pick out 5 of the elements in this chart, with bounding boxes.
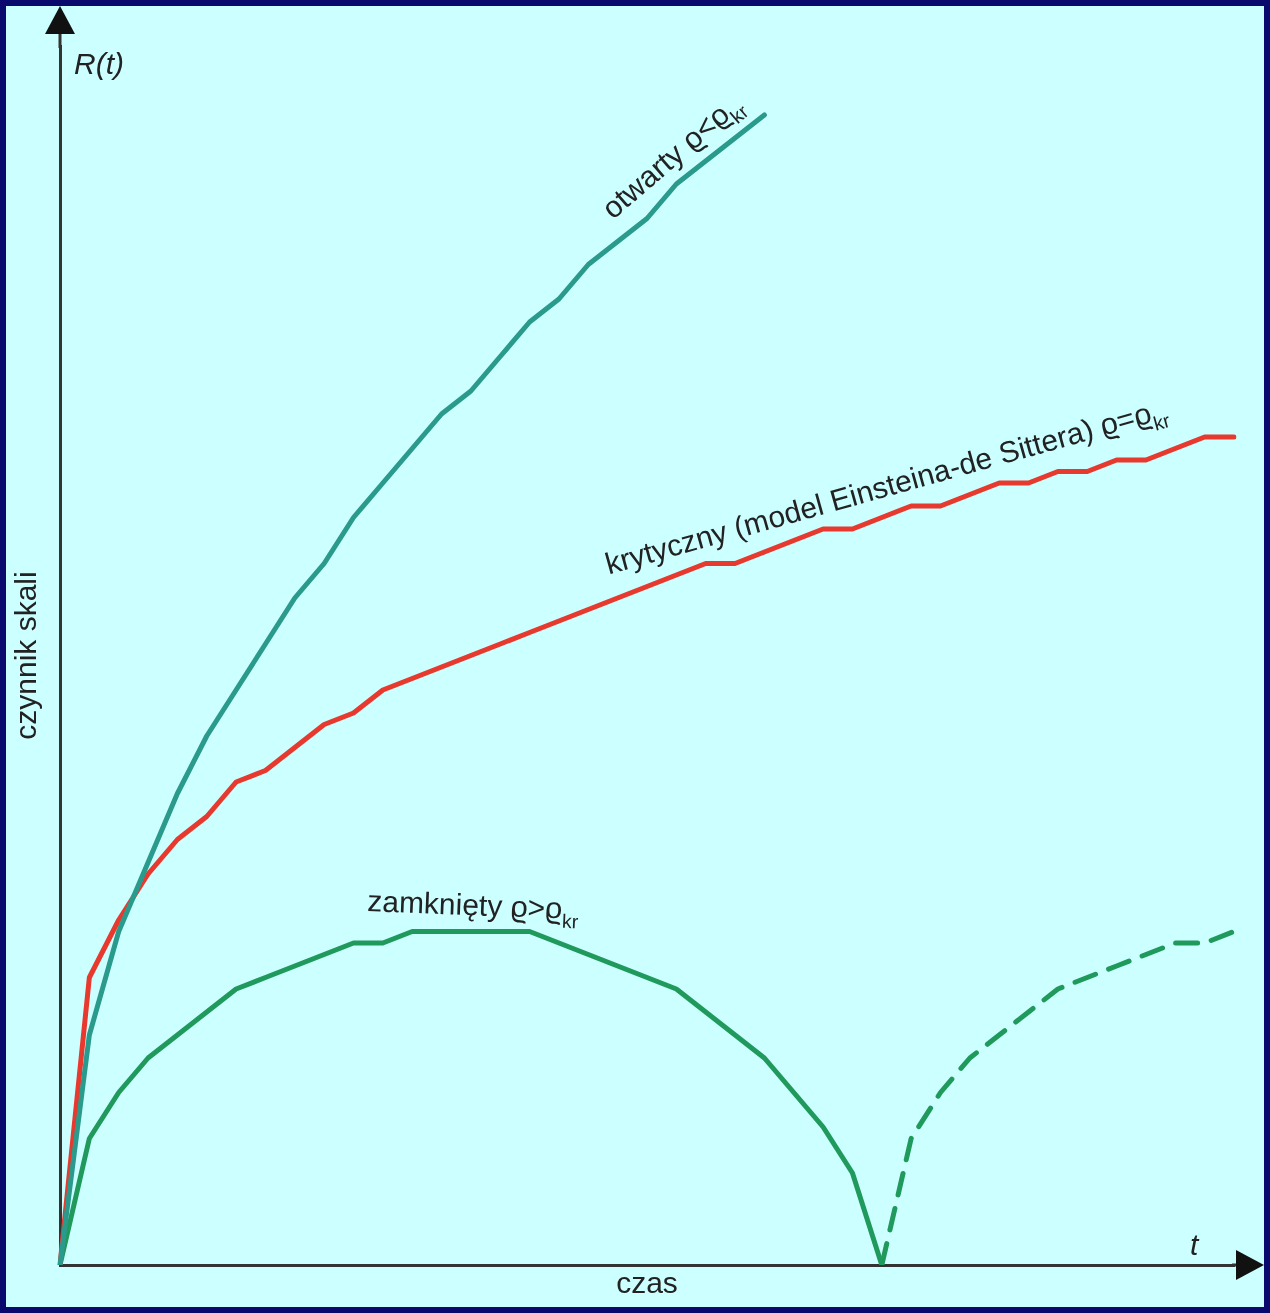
text: R(t): [74, 47, 124, 80]
annotation: t: [1190, 1228, 1200, 1261]
series-label: zamknięty ϱ>ϱkr: [366, 884, 580, 933]
y-axis-title: czynnik skali: [9, 571, 43, 740]
x-axis-title: czas: [616, 1266, 678, 1300]
